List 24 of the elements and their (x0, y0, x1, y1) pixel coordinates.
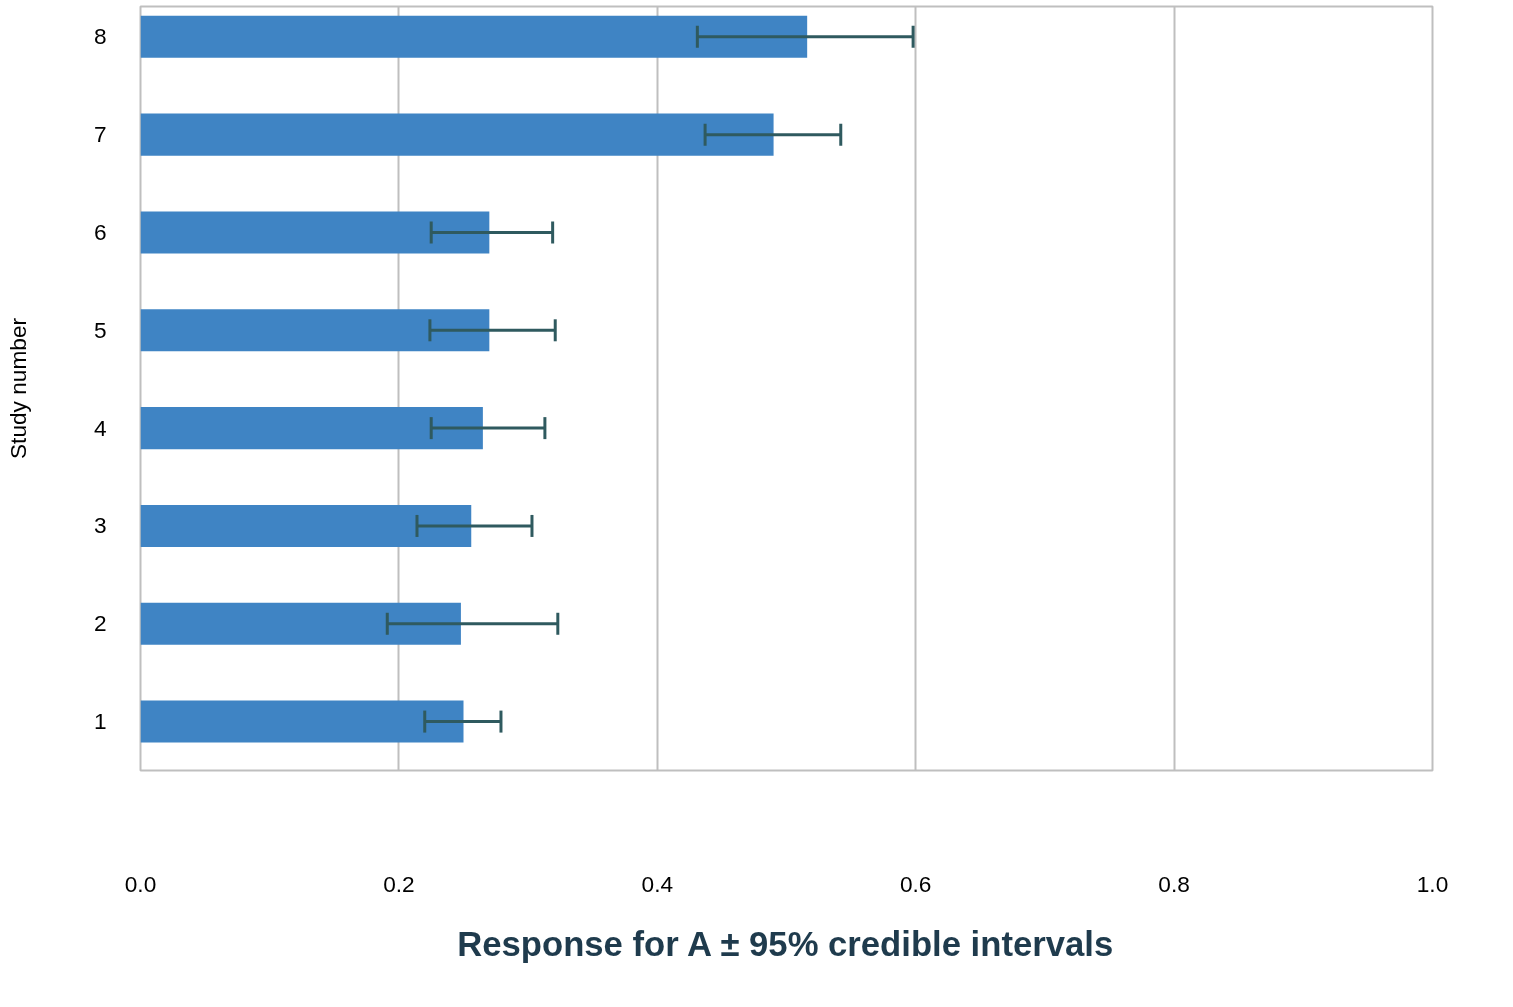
bar (140, 211, 490, 254)
y-tick-label: 2 (93, 610, 107, 637)
y-tick-label: 8 (93, 23, 107, 50)
x-tick-label: 0.6 (899, 870, 932, 897)
bar (140, 504, 472, 547)
bar (140, 700, 464, 743)
y-tick-label: 6 (93, 218, 107, 245)
x-tick-label: 0.8 (1158, 870, 1190, 897)
bar (140, 602, 461, 645)
y-tick-label: 4 (93, 414, 107, 441)
bar (140, 407, 483, 450)
y-tick-label: 5 (93, 316, 107, 343)
x-tick-label: 1.0 (1416, 870, 1449, 897)
y-tick-label: 7 (93, 121, 107, 148)
x-tick-label: 0.4 (641, 870, 674, 897)
x-tick-label: 0.2 (383, 870, 415, 897)
y-tick-label: 1 (93, 708, 107, 735)
y-axis-title: Study number (4, 317, 31, 460)
x-axis-title: Response for A ± 95% credible intervals (457, 924, 1114, 963)
bar (140, 113, 774, 156)
y-tick-label: 3 (93, 512, 107, 539)
bar (140, 15, 808, 58)
bar (140, 309, 490, 352)
x-tick-label: 0.0 (124, 870, 157, 897)
